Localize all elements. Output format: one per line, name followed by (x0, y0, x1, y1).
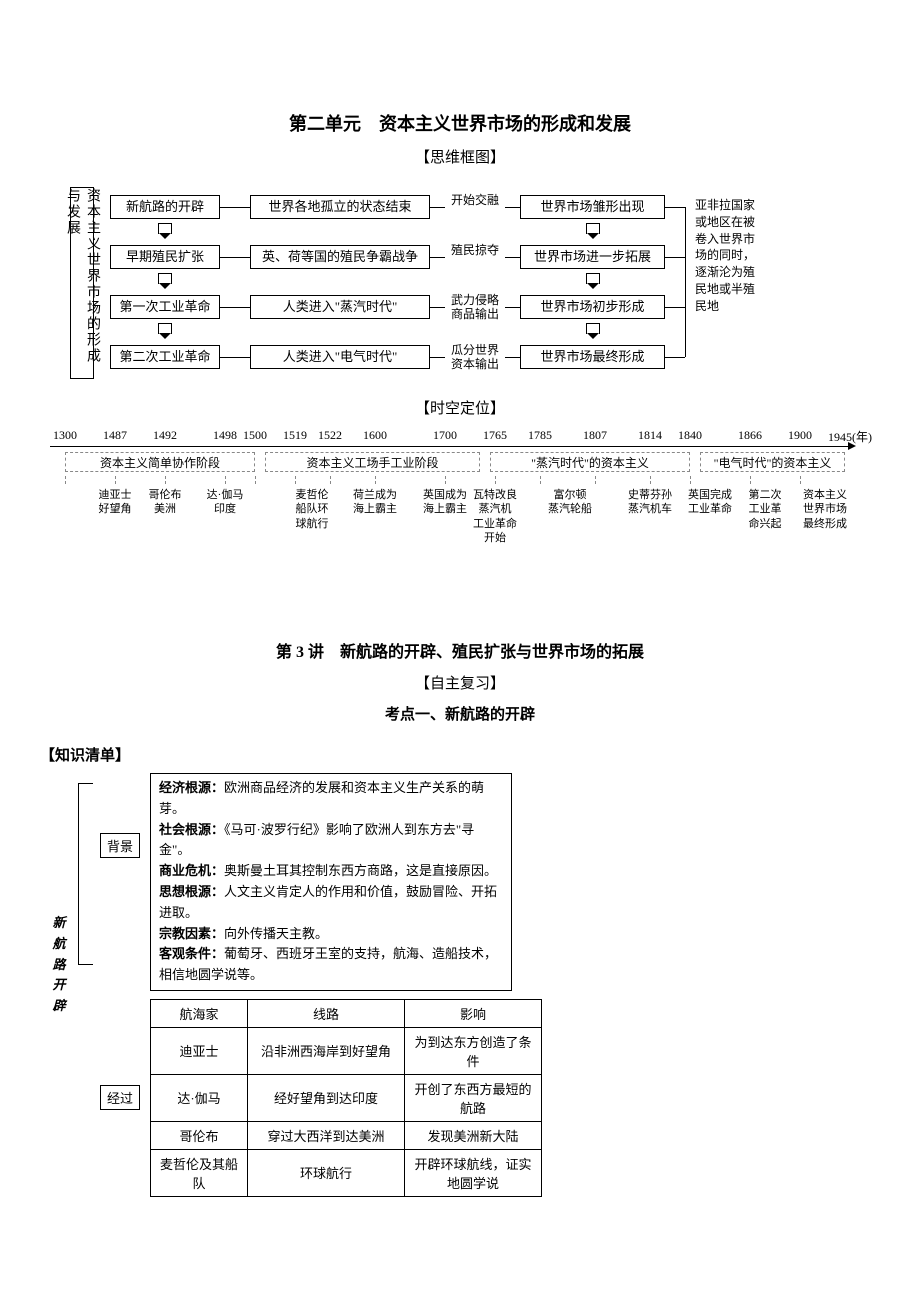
timeline-event: 英国完成工业革命 (680, 488, 740, 517)
bg-item: 经济根源：欧洲商品经济的发展和资本主义生产关系的萌芽。 (159, 778, 503, 820)
timeline-event: 瓦特改良蒸汽机工业革命开始 (465, 488, 525, 545)
table-cell: 开创了东西方最短的航路 (405, 1074, 542, 1121)
arrow-down-icon (586, 223, 600, 239)
bg-item: 思想根源：人文主义肯定人的作用和价值，鼓励冒险、开拓进取。 (159, 882, 503, 924)
timeline-event: 资本主义世界市场最终形成 (795, 488, 855, 531)
timeline-year: 1785 (528, 428, 552, 443)
flow-right-3: 世界市场最终形成 (520, 345, 665, 369)
timeline-event: 荷兰成为海上霸主 (345, 488, 405, 517)
timeline-year: 1765 (483, 428, 507, 443)
table-cell: 达·伽马 (151, 1074, 248, 1121)
flowchart-vert-label: 资本主义世界市场的形成与发展 (70, 187, 94, 379)
timeline-event: 史蒂芬孙蒸汽机车 (620, 488, 680, 517)
timeline-year: 1900 (788, 428, 812, 443)
bg-item: 商业危机：奥斯曼土耳其控制东西方商路，这是直接原因。 (159, 861, 503, 882)
flow-side-text: 亚非拉国家或地区在被卷入世界市场的同时，逐渐沦为殖民地或半殖民地 (695, 197, 765, 315)
flowchart: 资本主义世界市场的形成与发展新航路的开辟 世界各地孤立的状态结束 开始交融 世界市场雏… (70, 177, 850, 387)
timeline-year: 1500 (243, 428, 267, 443)
timeline-event: 第二次工业革命兴起 (735, 488, 795, 531)
timeline-event: 麦哲伦船队环球航行 (282, 488, 342, 531)
flow-mid-3: 人类进入"电气时代" (250, 345, 430, 369)
timeline-event: 富尔顿蒸汽轮船 (540, 488, 600, 517)
timeline-year: 1498 (213, 428, 237, 443)
timeline-year: 1519 (283, 428, 307, 443)
table-cell: 为到达东方创造了条件 (405, 1027, 542, 1074)
timeline-year: 1600 (363, 428, 387, 443)
flow-mid-1: 英、荷等国的殖民争霸战争 (250, 245, 430, 269)
table-cell: 沿非洲西海岸到好望角 (248, 1027, 405, 1074)
timeline-year: 1300 (53, 428, 77, 443)
bg-item: 宗教因素：向外传播天主教。 (159, 924, 503, 945)
timeline-band: "电气时代"的资本主义 (700, 452, 845, 472)
timeline-year: 1700 (433, 428, 457, 443)
flow-midlabel-2: 武力侵略商品输出 (445, 293, 505, 322)
timeline-year: 1807 (583, 428, 607, 443)
proc-tag: 经过 (100, 1085, 140, 1110)
table-cell: 发现美洲新大陆 (405, 1121, 542, 1149)
flow-right-0: 世界市场雏形出现 (520, 195, 665, 219)
arrow-down-icon (158, 323, 172, 339)
timeline-unit: 1945(年) (828, 428, 872, 445)
bg-body: 经济根源：欧洲商品经济的发展和资本主义生产关系的萌芽。社会根源：《马可·波罗行纪… (150, 773, 512, 991)
bg-item: 社会根源：《马可·波罗行纪》影响了欧洲人到东方去"寻金"。 (159, 820, 503, 862)
proc-table: 航海家线路影响迪亚士沿非洲西海岸到好望角为到达东方创造了条件达·伽马经好望角到达… (150, 999, 542, 1197)
timeline-year: 1487 (103, 428, 127, 443)
timeline-year: 1814 (638, 428, 662, 443)
flow-left-0: 新航路的开辟 (110, 195, 220, 219)
flow-mid-2: 人类进入"蒸汽时代" (250, 295, 430, 319)
arrow-down-icon (158, 223, 172, 239)
bg-tag: 背景 (100, 833, 140, 858)
timeline-event: 达·伽马印度 (195, 488, 255, 517)
timeline-band: "蒸汽时代"的资本主义 (490, 452, 690, 472)
exam-subtitle: 考点一、新航路的开辟 (40, 703, 880, 724)
flow-mid-0: 世界各地孤立的状态结束 (250, 195, 430, 219)
lecture-title: 第 3 讲 新航路的开辟、殖民扩张与世界市场的拓展 (40, 638, 880, 662)
table-cell: 迪亚士 (151, 1027, 248, 1074)
mind-subtitle: 【思维框图】 (40, 146, 880, 167)
flow-right-1: 世界市场进一步拓展 (520, 245, 665, 269)
arrow-down-icon (158, 273, 172, 289)
flow-left-1: 早期殖民扩张 (110, 245, 220, 269)
table-header: 航海家 (151, 999, 248, 1027)
table-header: 影响 (405, 999, 542, 1027)
knowledge-heading: 【知识清单】 (40, 744, 880, 765)
bg-item: 客观条件：葡萄牙、西班牙王室的支持，航海、造船技术，相信地圆学说等。 (159, 944, 503, 986)
flow-midlabel-3: 瓜分世界资本输出 (445, 343, 505, 372)
arrow-down-icon (586, 273, 600, 289)
timeline-year: 1522 (318, 428, 342, 443)
self-subtitle: 【自主复习】 (40, 672, 880, 693)
timeline-axis (50, 446, 850, 447)
timeline: 1300 1487 1492 1498 1500 1519 1522 1600 1700 1765… (50, 428, 870, 588)
flow-left-2: 第一次工业革命 (110, 295, 220, 319)
time-subtitle: 【时空定位】 (40, 397, 880, 418)
arrow-down-icon (586, 323, 600, 339)
knowledge-block: 新航路开辟 背景经济根源：欧洲商品经济的发展和资本主义生产关系的萌芽。社会根源：… (100, 773, 600, 1197)
flow-midlabel-1: 殖民掠夺 (445, 243, 505, 257)
flow-left-3: 第二次工业革命 (110, 345, 220, 369)
timeline-band: 资本主义工场手工业阶段 (265, 452, 480, 472)
timeline-event: 哥伦布美洲 (135, 488, 195, 517)
flow-right-2: 世界市场初步形成 (520, 295, 665, 319)
timeline-year: 1866 (738, 428, 762, 443)
table-cell: 麦哲伦及其船队 (151, 1149, 248, 1196)
table-header: 线路 (248, 999, 405, 1027)
timeline-band: 资本主义简单协作阶段 (65, 452, 255, 472)
flow-midlabel-0: 开始交融 (445, 193, 505, 207)
knowledge-vert-label: 新航路开辟 (50, 913, 68, 1017)
table-cell: 穿过大西洋到达美洲 (248, 1121, 405, 1149)
unit-title: 第二单元 资本主义世界市场的形成和发展 (40, 110, 880, 136)
timeline-year: 1840 (678, 428, 702, 443)
timeline-year: 1492 (153, 428, 177, 443)
table-cell: 经好望角到达印度 (248, 1074, 405, 1121)
table-cell: 开辟环球航线，证实地圆学说 (405, 1149, 542, 1196)
table-cell: 环球航行 (248, 1149, 405, 1196)
page-root: 第二单元 资本主义世界市场的形成和发展 【思维框图】 资本主义世界市场的形成与发… (0, 0, 920, 1265)
table-cell: 哥伦布 (151, 1121, 248, 1149)
